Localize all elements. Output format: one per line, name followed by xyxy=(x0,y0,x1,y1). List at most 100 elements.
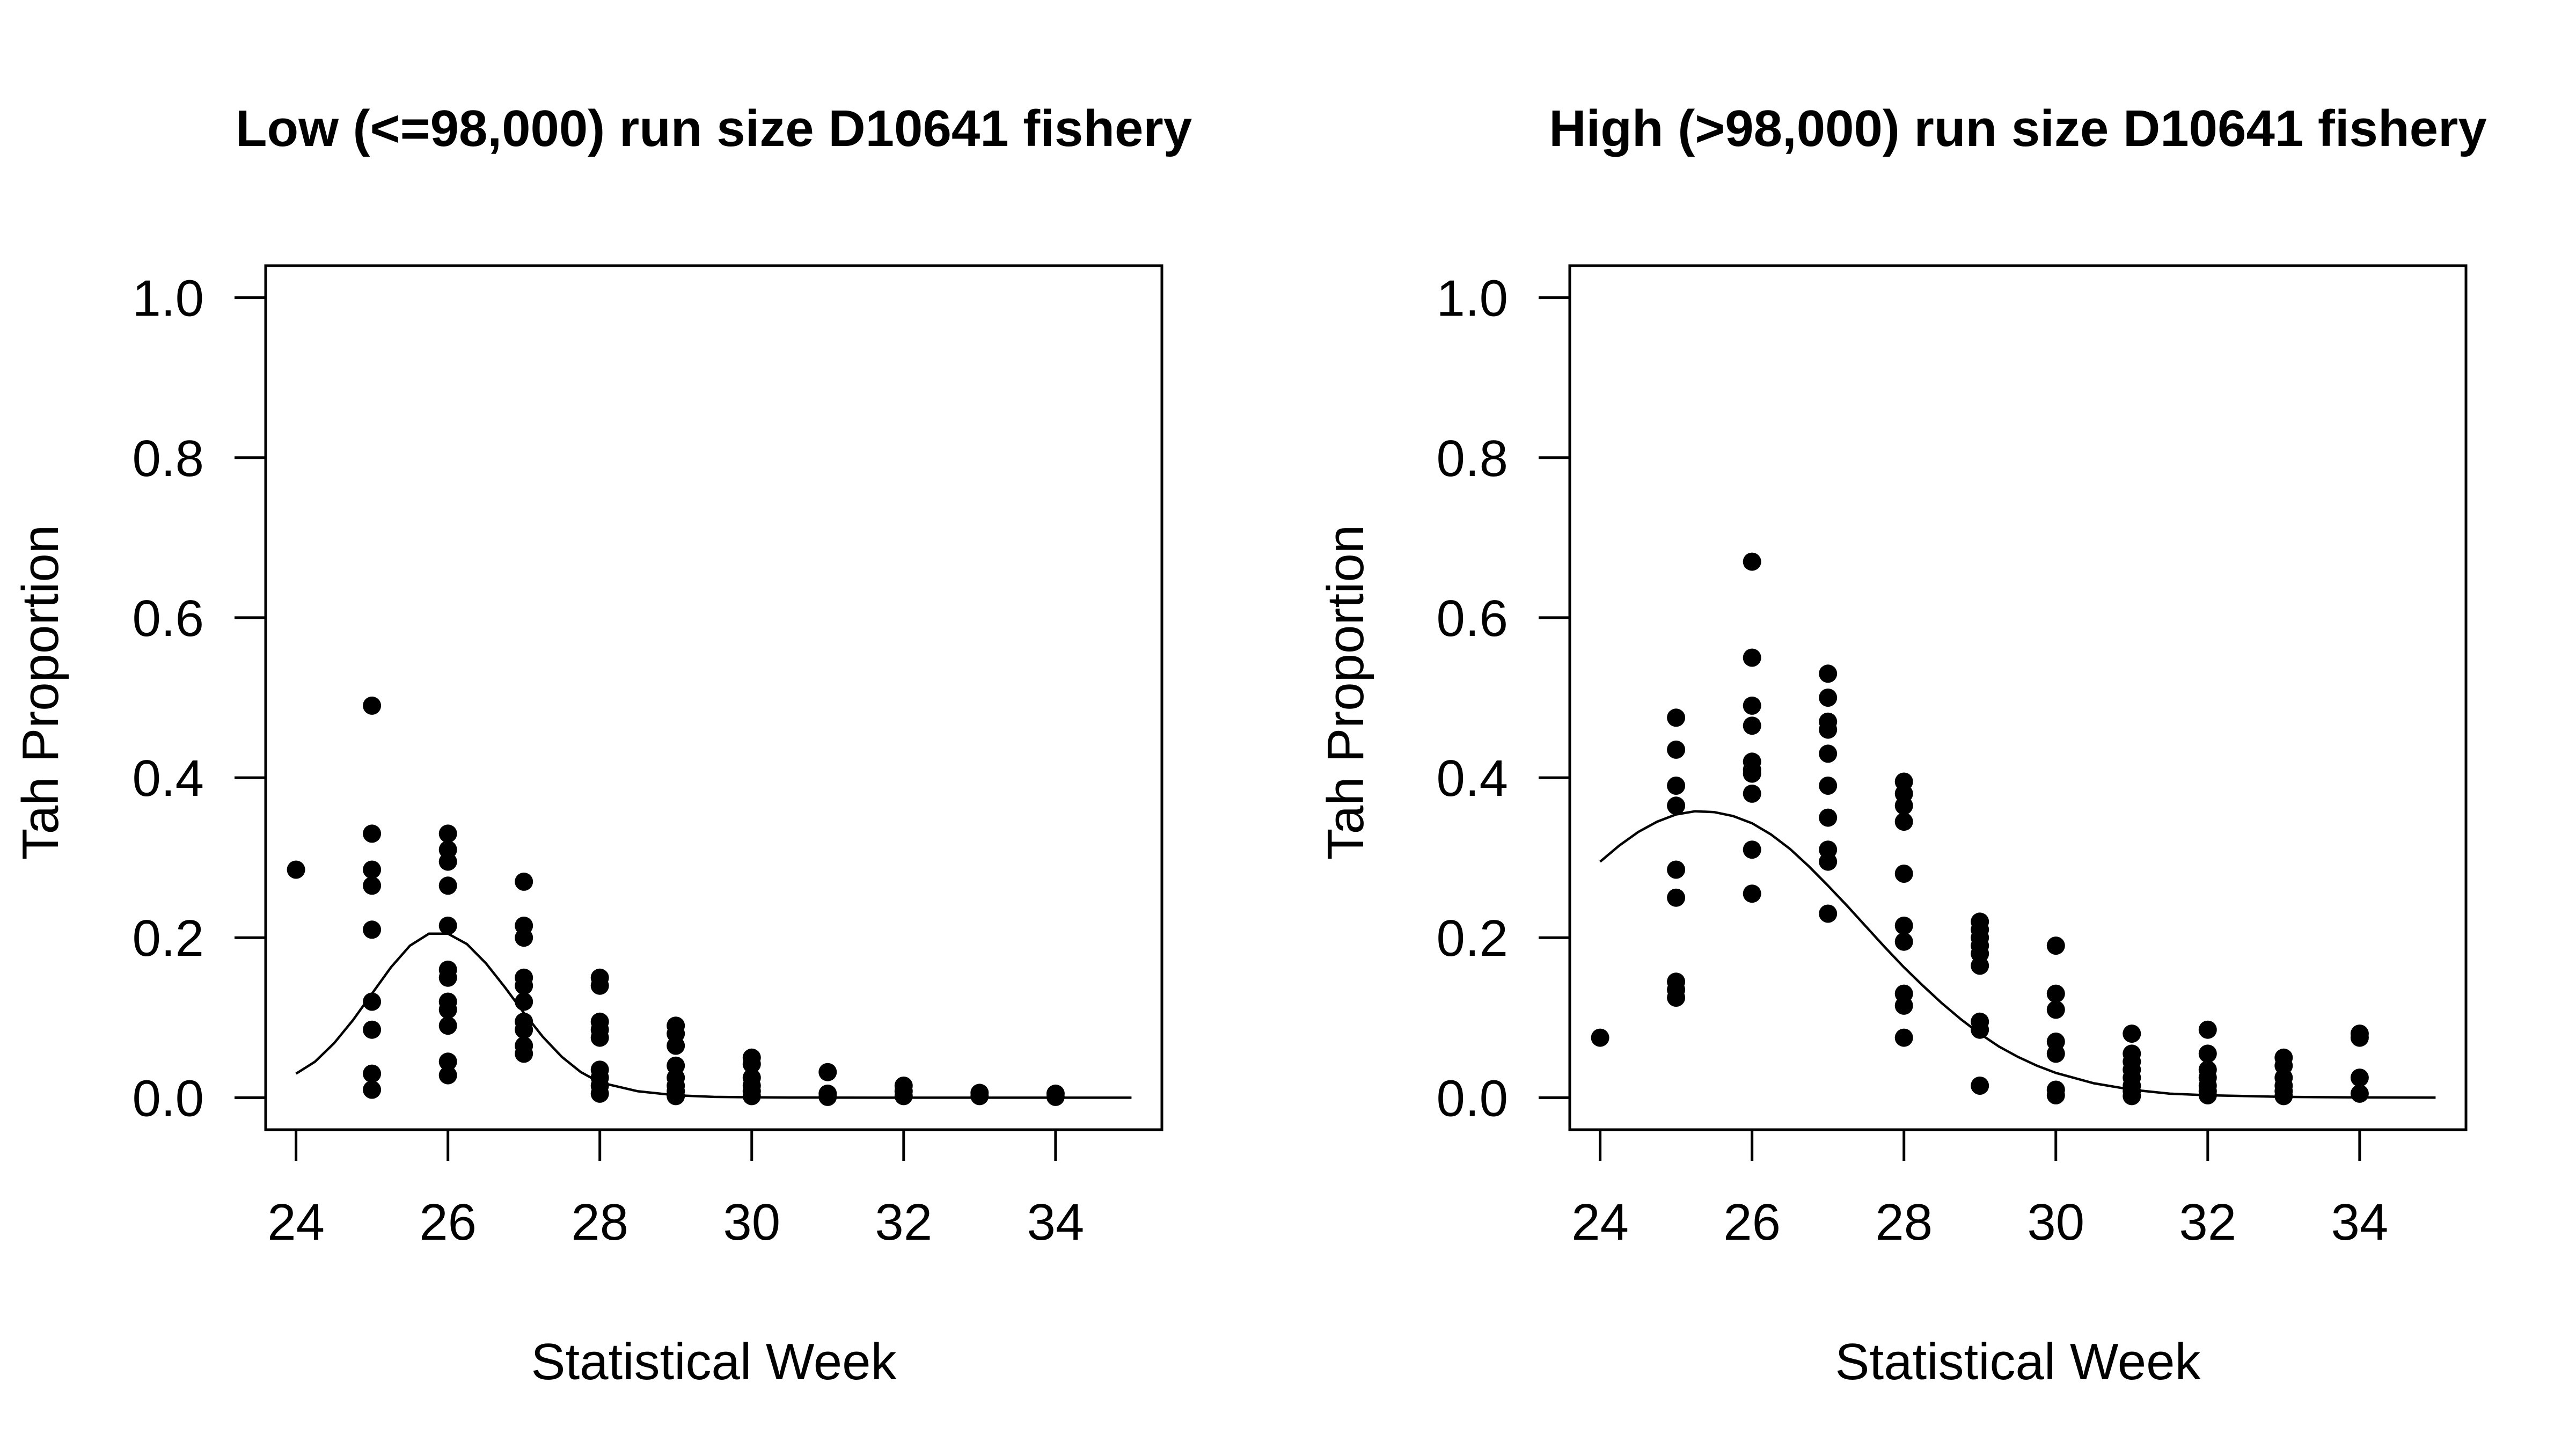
x-tick-label: 30 xyxy=(2027,1194,2084,1251)
data-point xyxy=(2046,1044,2065,1063)
data-point xyxy=(438,876,457,895)
data-point xyxy=(1819,852,1838,871)
data-point xyxy=(2350,1084,2369,1103)
data-point xyxy=(1743,840,1761,859)
data-point xyxy=(590,976,609,995)
y-tick-label: 0.2 xyxy=(133,910,204,967)
y-tick-label: 0.4 xyxy=(133,750,204,807)
x-tick-label: 32 xyxy=(2179,1194,2236,1251)
data-point xyxy=(363,992,382,1011)
plot-frame xyxy=(1568,264,2468,1131)
panel-low-run: Low (<=98,000) run size D10641 fishery S… xyxy=(12,100,1192,1391)
data-point xyxy=(667,1087,685,1106)
data-point xyxy=(2123,1087,2141,1106)
y-tick-label: 0.8 xyxy=(1437,430,1508,487)
data-point xyxy=(2350,1028,2369,1047)
data-point xyxy=(2046,936,2065,955)
data-point xyxy=(1743,696,1761,715)
data-point xyxy=(1743,648,1761,667)
x-tick-label: 28 xyxy=(571,1194,628,1251)
y-axis-label: Tah Proportion xyxy=(12,525,69,860)
data-point xyxy=(1894,996,1913,1015)
data-point xyxy=(363,824,382,843)
y-tick-label: 1.0 xyxy=(133,270,204,327)
data-point xyxy=(742,1055,761,1073)
plot-frame xyxy=(264,264,1163,1131)
x-axis: 24 26 28 30 32 34 xyxy=(1571,1128,2388,1251)
data-point xyxy=(818,1063,837,1081)
data-point xyxy=(2274,1087,2293,1106)
y-tick-label: 0.2 xyxy=(1437,910,1508,967)
data-point xyxy=(515,992,533,1011)
y-tick-label: 0.0 xyxy=(1437,1070,1508,1127)
data-point xyxy=(2046,1086,2065,1104)
data-point xyxy=(2198,1044,2217,1063)
data-point xyxy=(363,1020,382,1039)
data-point xyxy=(515,928,533,947)
data-point xyxy=(363,876,382,895)
data-point xyxy=(1819,720,1838,739)
data-point xyxy=(1819,744,1838,763)
x-tick-label: 28 xyxy=(1875,1194,1933,1251)
data-point xyxy=(363,860,382,879)
data-point xyxy=(1894,932,1913,951)
data-point xyxy=(1819,904,1838,923)
data-point xyxy=(970,1087,989,1106)
fitted-curve-line xyxy=(295,932,1132,1099)
chart-title: High (>98,000) run size D10641 fishery xyxy=(1549,100,2486,157)
data-point xyxy=(894,1087,913,1106)
data-point xyxy=(363,1080,382,1099)
x-axis-label: Statistical Week xyxy=(1835,1333,2201,1391)
data-point xyxy=(1819,664,1838,683)
data-point xyxy=(1591,1028,1609,1047)
data-point xyxy=(1667,777,1686,795)
data-point xyxy=(363,696,382,715)
data-point xyxy=(2350,1069,2369,1087)
x-tick-label: 30 xyxy=(723,1194,780,1251)
data-point xyxy=(1667,888,1686,907)
data-point xyxy=(515,1044,533,1063)
data-point xyxy=(590,1084,609,1103)
data-point xyxy=(1819,777,1838,795)
y-tick-label: 1.0 xyxy=(1437,270,1508,327)
data-point xyxy=(1667,860,1686,879)
data-point xyxy=(515,976,533,995)
data-point xyxy=(1743,764,1761,783)
data-point xyxy=(818,1087,837,1106)
chart-title: Low (<=98,000) run size D10641 fishery xyxy=(236,100,1192,157)
data-point xyxy=(2198,1020,2217,1039)
data-point xyxy=(438,1000,457,1019)
data-point xyxy=(742,1087,761,1106)
data-point xyxy=(1667,708,1686,727)
data-point xyxy=(1743,884,1761,903)
data-point xyxy=(438,1052,457,1071)
y-tick-label: 0.8 xyxy=(133,430,204,487)
data-point xyxy=(1971,1077,1989,1095)
data-point xyxy=(2046,984,2065,1003)
data-point xyxy=(1971,956,1989,975)
data-points xyxy=(1591,552,2369,1106)
data-point xyxy=(1667,796,1686,815)
data-point xyxy=(1894,813,1913,831)
data-point xyxy=(2046,1000,2065,1019)
x-tick-label: 34 xyxy=(1027,1194,1084,1251)
x-tick-label: 24 xyxy=(267,1194,325,1251)
y-tick-label: 0.6 xyxy=(133,590,204,647)
y-tick-label: 0.0 xyxy=(133,1070,204,1127)
panel-high-run: High (>98,000) run size D10641 fishery S… xyxy=(1317,100,2487,1391)
data-point xyxy=(1894,865,1913,883)
x-axis: 24 26 28 30 32 34 xyxy=(267,1128,1084,1251)
y-axis-label: Tah Proportion xyxy=(1317,525,1374,860)
x-tick-label: 26 xyxy=(1723,1194,1781,1251)
data-point xyxy=(363,920,382,939)
data-point xyxy=(287,860,305,879)
data-point xyxy=(2123,1024,2141,1043)
y-tick-label: 0.6 xyxy=(1437,590,1508,647)
x-axis-label: Statistical Week xyxy=(531,1333,897,1391)
y-axis: 0.0 0.2 0.4 0.6 0.8 1.0 xyxy=(1437,270,1571,1127)
data-point xyxy=(2198,1086,2217,1104)
data-point xyxy=(1894,796,1913,815)
data-point xyxy=(1894,1028,1913,1047)
data-points xyxy=(287,696,1065,1106)
